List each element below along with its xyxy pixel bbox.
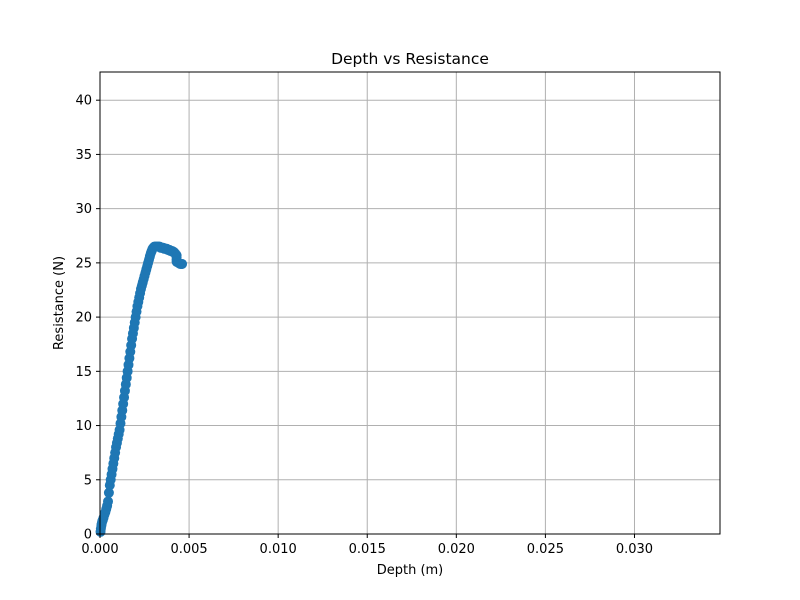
y-tick-label: 40 — [75, 94, 92, 109]
x-tick-label: 0.010 — [260, 542, 297, 557]
x-tick-label: 0.020 — [438, 542, 475, 557]
grid — [99, 72, 720, 535]
x-tick-label: 0.005 — [170, 542, 207, 557]
y-axis-label: Resistance (N) — [52, 256, 67, 350]
x-tick-label: 0.000 — [81, 542, 118, 557]
y-tick-label: 25 — [75, 256, 92, 271]
x-axis-ticks: 0.000 0.005 0.010 0.015 0.020 0.025 0.030 — [81, 534, 653, 557]
data-point — [103, 496, 114, 507]
x-tick-label: 0.015 — [349, 542, 386, 557]
chart-title: Depth vs Resistance — [331, 50, 489, 68]
y-tick-label: 5 — [84, 473, 92, 488]
y-tick-label: 30 — [75, 202, 92, 217]
x-axis-label: Depth (m) — [377, 563, 444, 578]
y-tick-label: 0 — [84, 528, 92, 543]
data-point — [103, 487, 114, 498]
plot-frame — [99, 71, 721, 535]
data-point — [176, 258, 187, 269]
y-tick-label: 35 — [75, 148, 92, 163]
y-axis-ticks: 0 5 10 15 20 25 30 35 40 — [75, 94, 100, 543]
x-tick-label: 0.030 — [616, 542, 653, 557]
y-tick-label: 15 — [75, 365, 92, 380]
y-tick-label: 20 — [75, 311, 92, 326]
y-tick-label: 10 — [75, 419, 92, 434]
x-tick-label: 0.025 — [527, 542, 564, 557]
data-points — [95, 241, 187, 537]
